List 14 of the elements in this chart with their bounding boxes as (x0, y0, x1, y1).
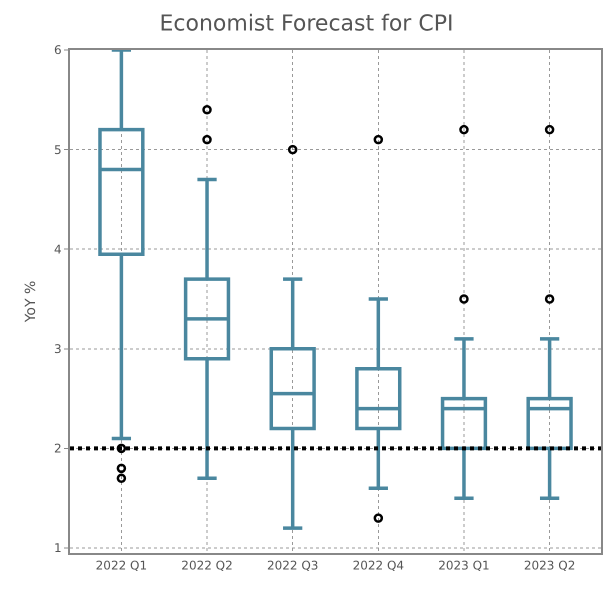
y-tick-label: 2 (54, 442, 62, 456)
y-tick-label: 1 (54, 541, 62, 556)
y-tick-label: 3 (54, 342, 62, 356)
y-tick-label: 6 (54, 43, 62, 58)
x-tick-label: 2022 Q3 (266, 558, 318, 572)
x-tick-label: 2022 Q1 (96, 558, 148, 572)
x-tick-label: 2023 Q1 (438, 558, 490, 572)
y-tick-label: 4 (54, 242, 62, 256)
x-tick-label: 2022 Q2 (181, 558, 233, 572)
x-tick-label: 2022 Q4 (352, 558, 404, 572)
y-tick-label: 5 (54, 142, 62, 157)
chart-title: Economist Forecast for CPI (160, 11, 454, 36)
x-tick-label: 2023 Q2 (524, 558, 576, 572)
y-axis-title: YoY % (23, 280, 40, 324)
